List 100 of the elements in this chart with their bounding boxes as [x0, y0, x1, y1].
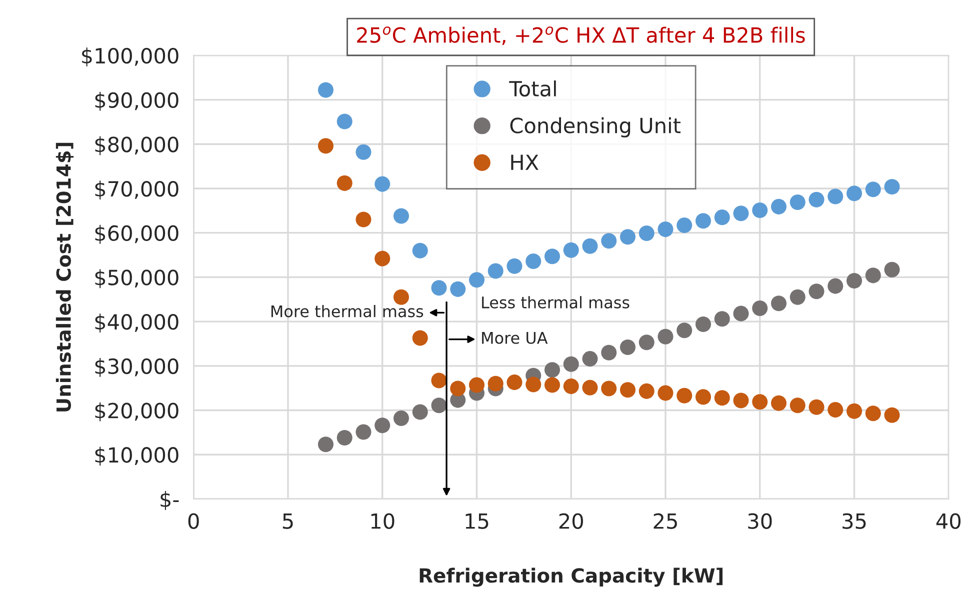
x-tick-label: 5: [282, 513, 293, 529]
point: [676, 322, 692, 338]
x-tick-label: 0: [188, 513, 199, 529]
point: [714, 210, 730, 226]
point: [488, 263, 504, 279]
point: [468, 272, 485, 288]
point: [884, 178, 900, 194]
point: [808, 192, 824, 208]
y-tick-label: $70,000: [95, 180, 178, 200]
point: [714, 390, 730, 406]
point: [488, 376, 504, 392]
point: [638, 226, 654, 242]
x-tick-label: 35: [842, 513, 866, 529]
point: [450, 281, 466, 297]
y-tick-label: $40,000: [95, 314, 178, 333]
point: [714, 311, 730, 327]
point: [431, 372, 447, 388]
point: [336, 114, 352, 130]
point: [601, 233, 617, 249]
point: [770, 198, 787, 214]
point: [638, 334, 654, 350]
y-tick-label: $100,000: [82, 48, 178, 66]
point: [412, 404, 428, 420]
point: [658, 385, 674, 401]
point: [526, 253, 542, 269]
point: [601, 380, 617, 396]
y-tick-label: $20,000: [95, 402, 178, 422]
y-tick-label: $60,000: [95, 224, 178, 244]
point: [526, 376, 542, 392]
point: [808, 399, 824, 415]
point: [828, 402, 844, 418]
point: [620, 229, 636, 245]
y-tick-label: $80,000: [95, 136, 178, 156]
annotation: Less thermal mass: [482, 296, 630, 308]
point: [865, 406, 881, 422]
point: [374, 418, 390, 434]
point: [733, 306, 749, 322]
point: [752, 300, 768, 316]
y-tick-label: $10,000: [95, 446, 178, 466]
point: [318, 436, 334, 452]
point: [450, 380, 466, 396]
point: [393, 410, 409, 426]
point: [506, 258, 522, 274]
point: [393, 208, 409, 224]
point: [356, 144, 372, 160]
point: [620, 382, 636, 398]
point: [695, 316, 712, 332]
legend-label: Condensing Unit: [510, 117, 680, 138]
point: [582, 380, 598, 396]
point: [658, 222, 674, 238]
point: [770, 395, 787, 411]
point: [865, 182, 881, 198]
point: [318, 82, 334, 98]
point: [412, 242, 428, 258]
point: [884, 262, 900, 278]
point: [582, 351, 598, 367]
point: [884, 407, 900, 423]
point: [336, 175, 352, 191]
y-tick-label: $30,000: [95, 358, 178, 377]
y-tick-label: $50,000: [95, 269, 178, 288]
point: [828, 278, 844, 294]
point: [808, 284, 824, 300]
point: [431, 280, 447, 296]
point: [544, 248, 560, 264]
x-tick-label: 30: [748, 513, 772, 529]
point: [752, 394, 768, 410]
point: [695, 389, 712, 405]
point: [356, 212, 372, 228]
x-tick-label: 25: [654, 513, 677, 529]
point: [374, 250, 390, 266]
point: [790, 289, 806, 305]
point: [638, 383, 654, 399]
point: [828, 188, 844, 204]
x-tick-label: 15: [466, 513, 488, 529]
point: [431, 398, 447, 414]
point: [733, 392, 749, 408]
point: [695, 213, 712, 229]
point: [506, 374, 522, 390]
point: [582, 238, 598, 254]
point: [544, 362, 560, 378]
chart-title: 25$^{o}$C Ambient, +2$^{o}$C HX ΔT after 4 B2B fills: [357, 26, 805, 46]
point: [676, 388, 692, 404]
x-tick-label: 20: [559, 513, 583, 529]
legend-label: Total: [509, 80, 556, 97]
point: [790, 194, 806, 210]
x-tick-label: 40: [936, 513, 961, 529]
y-axis-title: Uninstalled Cost [2014$]: [56, 142, 74, 412]
y-tick-label: $-: [160, 491, 179, 510]
point: [412, 330, 428, 346]
point: [563, 356, 579, 372]
point: [356, 424, 372, 440]
point: [658, 328, 674, 344]
annotation: More thermal mass: [271, 304, 424, 318]
point: [846, 403, 862, 419]
point: [676, 218, 692, 234]
point: [752, 202, 768, 218]
point: [563, 242, 579, 258]
point: [733, 206, 749, 222]
point: [846, 186, 862, 202]
point: [544, 377, 560, 393]
